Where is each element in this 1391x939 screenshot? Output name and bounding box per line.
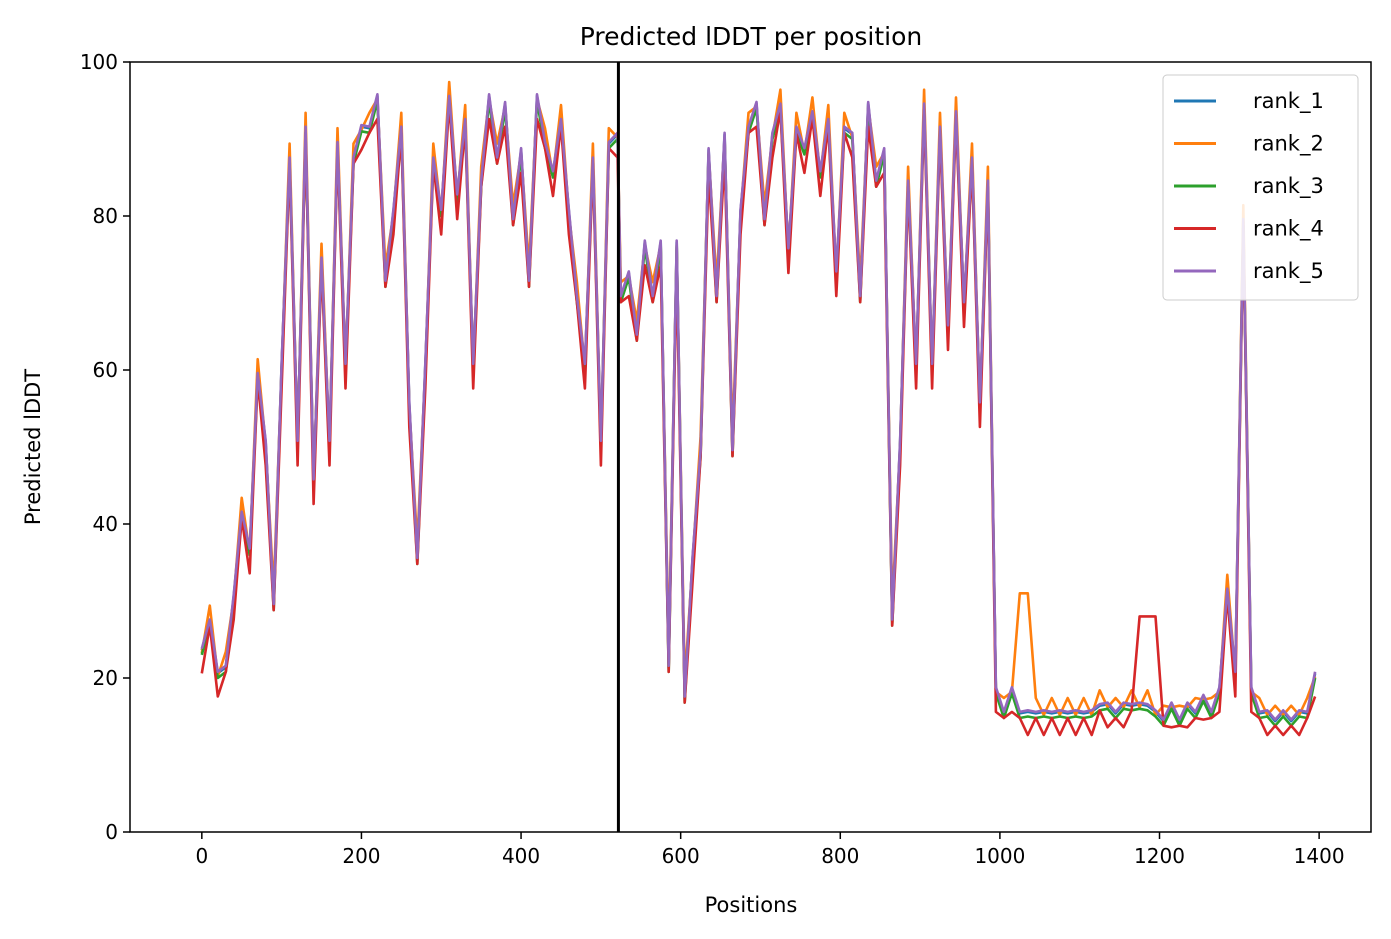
legend-label-rank_5: rank_5 xyxy=(1253,259,1324,284)
series-line-rank_1 xyxy=(200,94,1317,723)
legend-label-rank_2: rank_2 xyxy=(1253,132,1324,157)
y-tick-label: 80 xyxy=(93,204,118,228)
chart-title: Predicted lDDT per position xyxy=(580,22,922,51)
y-tick-label: 40 xyxy=(93,512,118,536)
plot-frame xyxy=(129,61,1372,833)
x-tick-label: 1400 xyxy=(1294,844,1345,868)
legend-box xyxy=(1162,74,1359,301)
x-tick-label: 800 xyxy=(821,844,859,868)
series-line-rank_2 xyxy=(200,80,1317,717)
y-tick-label: 100 xyxy=(80,50,118,74)
x-tick-label: 0 xyxy=(195,844,208,868)
legend-label-rank_3: rank_3 xyxy=(1253,174,1324,199)
y-tick-label: 60 xyxy=(93,358,118,382)
x-tick-label: 600 xyxy=(662,844,700,868)
x-tick-label: 1000 xyxy=(974,844,1025,868)
legend-label-rank_1: rank_1 xyxy=(1253,89,1324,114)
y-tick-label: 0 xyxy=(105,820,118,844)
y-axis-ticks: 0 20 40 60 80 100 xyxy=(80,50,130,844)
x-tick-label: 400 xyxy=(502,844,540,868)
x-axis-label: Positions xyxy=(705,893,798,917)
series-line-rank_5 xyxy=(200,93,1317,721)
legend: rank_1 rank_2 rank_3 rank_4 rank_5 xyxy=(1162,74,1359,301)
series-lines xyxy=(200,80,1317,737)
y-tick-label: 20 xyxy=(93,666,118,690)
y-axis-label: Predicted lDDT xyxy=(21,369,45,525)
x-axis-ticks: 0 200 400 600 800 1000 1200 1400 xyxy=(195,832,1345,868)
series-line-rank_3 xyxy=(200,99,1317,728)
legend-label-rank_4: rank_4 xyxy=(1253,217,1324,242)
x-tick-label: 1200 xyxy=(1134,844,1185,868)
x-tick-label: 200 xyxy=(342,844,380,868)
series-line-rank_4 xyxy=(200,100,1317,737)
